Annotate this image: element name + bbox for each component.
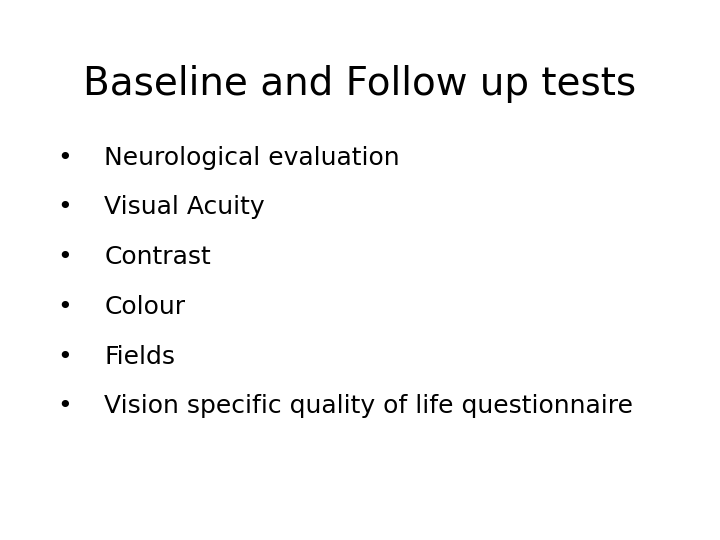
Text: Neurological evaluation: Neurological evaluation: [104, 146, 400, 170]
Text: Contrast: Contrast: [104, 245, 211, 269]
Text: •: •: [58, 245, 72, 269]
Text: •: •: [58, 394, 72, 418]
Text: •: •: [58, 146, 72, 170]
Text: Fields: Fields: [104, 345, 176, 368]
Text: Vision specific quality of life questionnaire: Vision specific quality of life question…: [104, 394, 634, 418]
Text: •: •: [58, 345, 72, 368]
Text: •: •: [58, 295, 72, 319]
Text: Colour: Colour: [104, 295, 186, 319]
Text: •: •: [58, 195, 72, 219]
Text: Baseline and Follow up tests: Baseline and Follow up tests: [84, 65, 636, 103]
Text: Visual Acuity: Visual Acuity: [104, 195, 265, 219]
